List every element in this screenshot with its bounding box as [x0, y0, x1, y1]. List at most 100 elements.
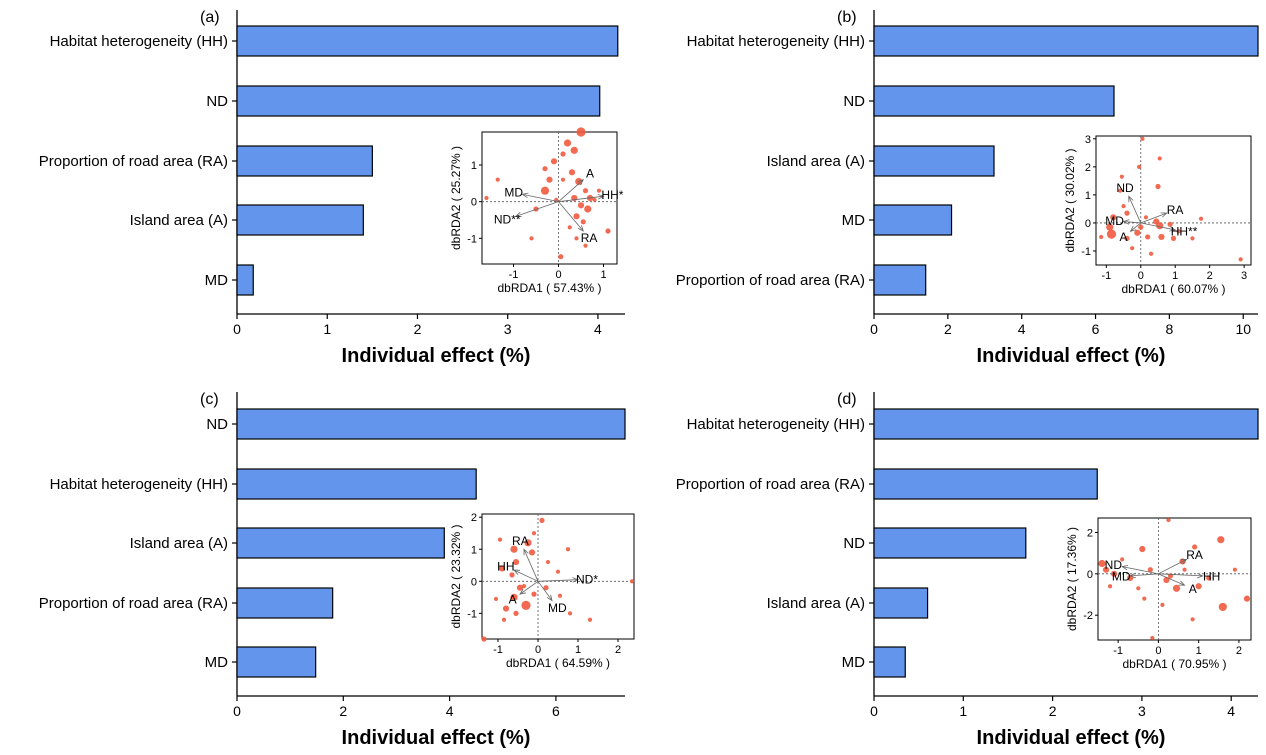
x-tick-label: 4 — [1018, 321, 1026, 337]
inset-point — [481, 636, 487, 642]
inset-vector — [1130, 222, 1142, 232]
inset-point — [1142, 596, 1147, 601]
x-axis-title: Individual effect (%) — [977, 727, 1166, 749]
x-tick-label: 6 — [552, 703, 560, 719]
category-label: Proportion of road area (RA) — [676, 476, 865, 493]
inset-point — [513, 610, 519, 616]
bar — [236, 468, 477, 500]
inset-point — [563, 139, 572, 147]
inset-point — [584, 205, 592, 213]
bar — [873, 85, 1115, 117]
category-label: Island area (A) — [130, 212, 228, 229]
inset-vector-arrowhead — [572, 577, 580, 583]
inset-point — [531, 591, 537, 597]
inset-vector — [1158, 573, 1203, 577]
inset-vector-label: ND* — [576, 572, 598, 586]
panel-label: (b) — [837, 9, 857, 26]
x-tick-label: 2 — [414, 321, 422, 337]
inset-y-tick-label: 0 — [1085, 218, 1091, 230]
inset-background — [474, 506, 656, 681]
inset-point — [1170, 235, 1177, 241]
inset-point — [1218, 602, 1227, 612]
inset-vector-arrowhead — [1180, 558, 1188, 565]
category-label: Habitat heterogeneity (HH) — [687, 416, 865, 433]
inset-vector-label: RA — [1186, 548, 1203, 562]
inset-point — [1138, 224, 1144, 230]
inset-point — [1190, 617, 1195, 622]
inset-point — [512, 558, 520, 566]
inset-point — [493, 596, 499, 602]
inset-vector-label: ND** — [494, 212, 521, 226]
inset-point — [1172, 584, 1181, 592]
inset-point — [1149, 251, 1154, 256]
inset-point — [521, 584, 527, 589]
inset-vector-arrowhead — [577, 225, 584, 232]
inset-point — [510, 593, 518, 601]
inset-x-tick-label: 0 — [1155, 645, 1161, 657]
inset-vector — [1128, 196, 1142, 224]
inset-vector-arrowhead — [1178, 580, 1186, 586]
inset-y-tick-label: 1 — [471, 544, 477, 556]
inset-point — [567, 611, 573, 616]
inset-point — [1118, 188, 1123, 193]
inset-point — [531, 531, 537, 536]
inset-point — [1160, 602, 1165, 607]
inset-point — [1182, 567, 1187, 572]
inset-vector-label: HH** — [1171, 225, 1198, 239]
inset-y-tick-label: -1 — [467, 233, 477, 245]
bar — [236, 85, 601, 117]
bar — [236, 587, 334, 619]
bar — [236, 264, 254, 296]
inset-point — [1106, 229, 1117, 239]
inset-x-axis-title: dbRDA1 ( 64.59% ) — [506, 656, 610, 670]
inset-x-tick-label: -1 — [493, 644, 503, 656]
inset-vector-arrowhead — [1129, 225, 1137, 232]
inset-point — [580, 219, 586, 225]
x-tick-label: 1 — [323, 321, 331, 337]
inset-point — [1121, 204, 1126, 209]
category-label: ND — [843, 93, 865, 110]
x-tick-label: 3 — [504, 321, 512, 337]
inset-x-tick-label: 1 — [1196, 645, 1202, 657]
category-label: Island area (A) — [767, 153, 865, 170]
inset-point — [1192, 544, 1198, 550]
inset-vector — [1158, 559, 1187, 575]
category-label: Habitat heterogeneity (HH) — [687, 33, 865, 50]
inset-y-tick-label: -2 — [1083, 610, 1093, 622]
inset-point — [1124, 235, 1130, 241]
inset-vector-label: A — [1119, 230, 1127, 244]
inset-point — [1243, 595, 1251, 602]
inset-point — [1120, 557, 1125, 562]
inset-vector-arrowhead — [1169, 226, 1177, 232]
bar — [236, 204, 364, 236]
x-tick-label: 2 — [944, 321, 952, 337]
inset-vector-label: HH — [1203, 569, 1220, 583]
inset-point — [509, 572, 515, 578]
inset-point — [1232, 567, 1237, 572]
x-tick-label: 0 — [233, 321, 241, 337]
inset-vector — [513, 569, 539, 582]
inset-point — [539, 517, 545, 524]
inset-x-tick-label: -1 — [509, 269, 519, 281]
inset-x-axis-title: dbRDA1 ( 70.95% ) — [1122, 657, 1226, 671]
x-tick-label: 0 — [870, 321, 878, 337]
inset-point — [1195, 583, 1202, 590]
x-tick-label: 2 — [339, 703, 347, 719]
inset-vector-label: A — [509, 592, 517, 606]
inset-y-axis-title: dbRDA2 ( 30.02% ) — [1063, 148, 1077, 252]
inset-point — [1136, 586, 1141, 591]
inset-point — [587, 617, 593, 622]
x-axis-title: Individual effect (%) — [342, 727, 531, 749]
category-label: ND — [206, 93, 228, 110]
inset-vector-label: ND — [1105, 558, 1123, 572]
inset-point — [545, 559, 551, 565]
inset-point — [1099, 234, 1104, 240]
bar — [873, 25, 1259, 57]
inset-y-tick-label: 2 — [1085, 162, 1091, 174]
inset-x-tick-label: 1 — [1172, 270, 1178, 282]
inset-point — [1136, 164, 1142, 169]
inset-frame — [481, 131, 618, 265]
inset-point — [521, 600, 531, 610]
inset-point — [1111, 570, 1118, 577]
